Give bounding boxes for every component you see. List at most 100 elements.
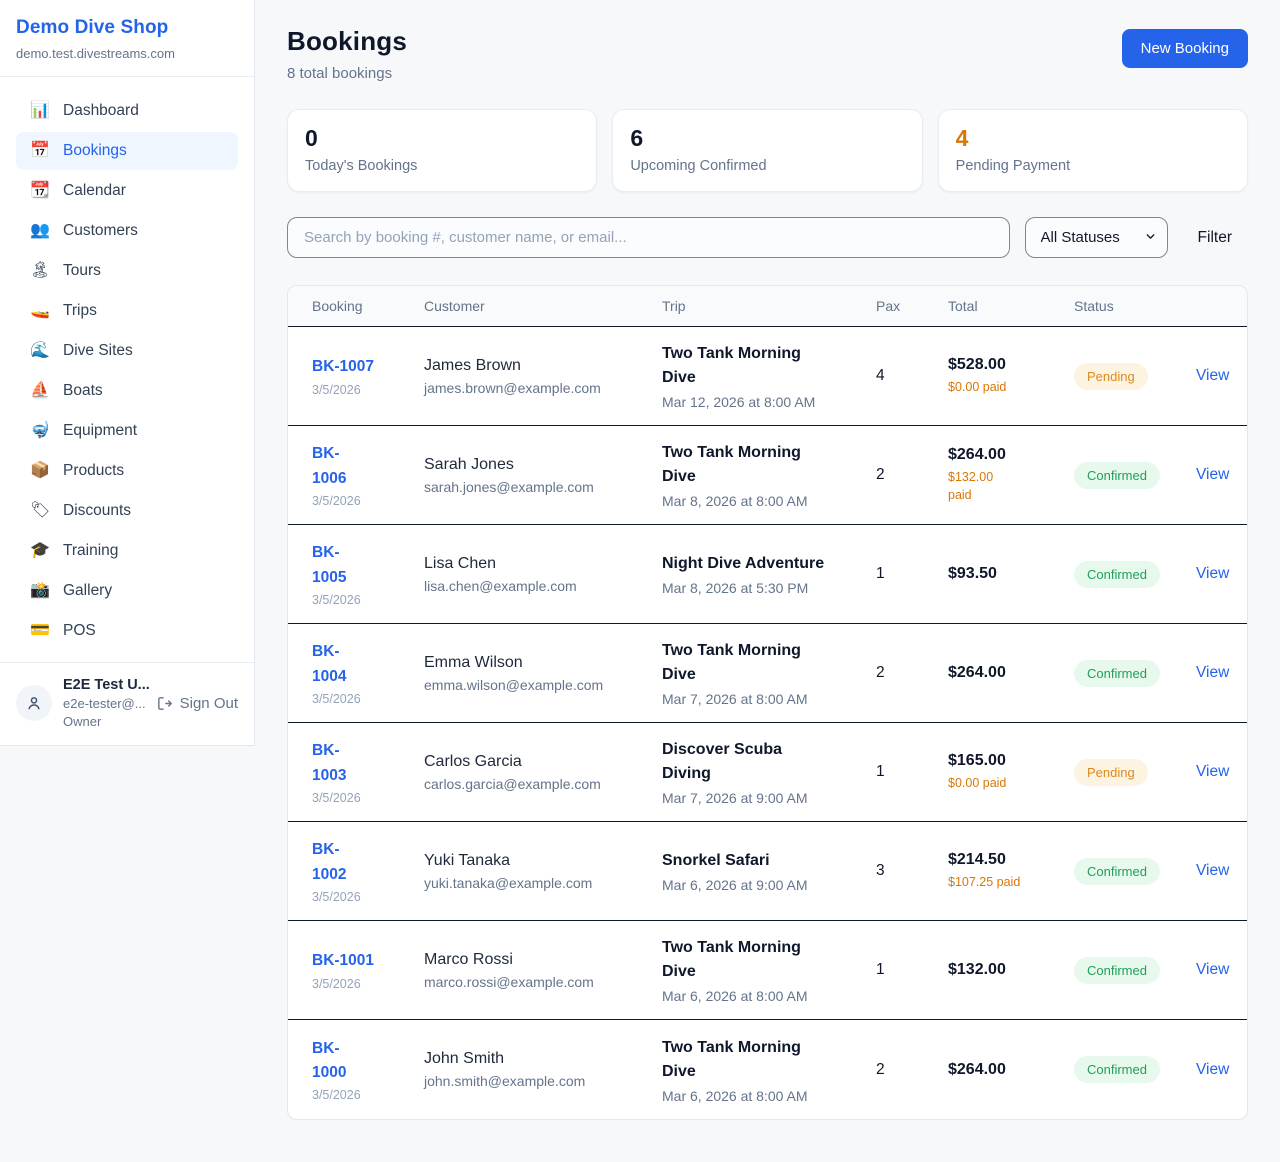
trip-name: Discover Scuba Diving: [662, 741, 783, 782]
package-icon: 📦: [30, 462, 50, 479]
camera-icon: 📸: [30, 582, 50, 599]
main-content: Bookings 8 total bookings New Booking 0 …: [255, 0, 1280, 1150]
booking-date: 3/5/2026: [312, 493, 361, 508]
tours-island-icon: 🏝: [30, 262, 51, 279]
status-filter-select[interactable]: All Statuses: [1024, 217, 1168, 258]
sign-out-label: Sign Out: [179, 694, 238, 712]
user-name: E2E Test U...: [63, 677, 150, 693]
stat-card-pending-payment: 4 Pending Payment: [937, 109, 1248, 192]
customers-icon: 👥: [30, 222, 50, 239]
customer-cell: Sarah Jones sarah.jones@example.com: [424, 456, 662, 495]
booking-id-link[interactable]: BK- 1000: [312, 1039, 347, 1081]
sidebar-item-calendar[interactable]: 📆 Calendar: [16, 172, 238, 210]
pax-cell: 2: [876, 664, 885, 681]
new-booking-button[interactable]: New Booking: [1121, 29, 1248, 68]
status-cell: Confirmed: [1074, 461, 1196, 489]
booking-id-link[interactable]: BK- 1004: [312, 643, 347, 685]
trip-date: Mar 6, 2026 at 8:00 AM: [662, 1087, 808, 1104]
trip-name: Night Dive Adventure: [662, 555, 825, 572]
actions-cell: View: [1196, 1061, 1229, 1079]
view-booking-link[interactable]: View: [1196, 367, 1230, 384]
customer-name: Emma Wilson: [424, 653, 523, 671]
search-input[interactable]: [287, 217, 1010, 258]
view-booking-link[interactable]: View: [1196, 466, 1230, 483]
table-header-row: Booking Customer Trip Pax Total Status: [288, 286, 1247, 327]
sidebar-item-dive-sites[interactable]: 🌊 Dive Sites: [16, 332, 238, 370]
booking-id-link[interactable]: BK- 1002: [312, 841, 347, 883]
customer-email: sarah.jones@example.com: [424, 478, 594, 495]
table-row: BK- 1006 3/5/2026 Sarah Jones sarah.jone…: [288, 426, 1247, 525]
customer-cell: James Brown james.brown@example.com: [424, 357, 662, 396]
sidebar-item-dashboard[interactable]: 📊 Dashboard: [16, 92, 238, 130]
table-row: BK- 1002 3/5/2026 Yuki Tanaka yuki.tanak…: [288, 822, 1247, 921]
customer-cell: Carlos Garcia carlos.garcia@example.com: [424, 753, 662, 792]
total-cell: $93.50: [948, 565, 1074, 583]
sidebar-item-bookings[interactable]: 📅 Bookings: [16, 132, 238, 170]
status-cell: Pending: [1074, 758, 1196, 786]
booking-date: 3/5/2026: [312, 382, 361, 397]
total-bookings-count: 8 total bookings: [287, 65, 393, 82]
booking-id-link[interactable]: BK- 1006: [312, 445, 347, 487]
shop-name: Demo Dive Shop: [16, 17, 169, 38]
actions-cell: View: [1196, 466, 1229, 484]
sidebar-item-boats[interactable]: ⛵ Boats: [16, 372, 238, 410]
sign-out-button[interactable]: Sign Out: [156, 695, 238, 712]
status-badge: Pending: [1074, 758, 1148, 786]
col-header-total: Total: [948, 298, 978, 314]
sidebar-item-training[interactable]: 🎓 Training: [16, 532, 238, 570]
status-badge: Confirmed: [1074, 560, 1160, 588]
status-badge: Confirmed: [1074, 461, 1160, 489]
trip-date: Mar 6, 2026 at 8:00 AM: [662, 988, 808, 1004]
sidebar-nav: 📊 Dashboard 📅 Bookings 📆 Calendar 👥 Cust…: [0, 77, 254, 662]
table-row: BK- 1004 3/5/2026 Emma Wilson emma.wilso…: [288, 624, 1247, 723]
sidebar-item-label: Equipment: [63, 422, 138, 439]
sidebar-item-label: Dashboard: [63, 102, 139, 119]
pax-cell: 4: [876, 367, 885, 384]
trip-name: Two Tank Morning Dive: [662, 642, 801, 683]
filter-button[interactable]: Filter: [1183, 229, 1248, 247]
customer-email: lisa.chen@example.com: [424, 577, 577, 594]
sidebar-item-tours[interactable]: 🏝 Tours: [16, 252, 238, 290]
sidebar-item-pos[interactable]: 💳 POS: [16, 612, 238, 650]
pax-cell: 2: [876, 1060, 885, 1078]
pax-cell: 1: [876, 565, 885, 582]
stat-value: 6: [630, 125, 644, 151]
view-booking-link[interactable]: View: [1196, 961, 1230, 978]
booking-id-link[interactable]: BK-1001: [312, 952, 375, 970]
trip-cell: Two Tank Morning Dive Mar 8, 2026 at 8:0…: [662, 441, 876, 509]
trip-cell: Two Tank Morning Dive Mar 7, 2026 at 8:0…: [662, 639, 876, 707]
total-amount: $165.00: [948, 751, 1006, 769]
pax-cell: 1: [876, 961, 885, 978]
actions-cell: View: [1196, 367, 1229, 385]
credit-card-icon: 💳: [30, 622, 50, 639]
bookings-table: Booking Customer Trip Pax Total Status B…: [287, 285, 1248, 1120]
sidebar-item-customers[interactable]: 👥 Customers: [16, 212, 238, 250]
customer-cell: Yuki Tanaka yuki.tanaka@example.com: [424, 852, 662, 891]
view-booking-link[interactable]: View: [1196, 763, 1230, 780]
booking-date: 3/5/2026: [312, 691, 361, 706]
stat-card-upcoming-confirmed: 6 Upcoming Confirmed: [612, 109, 923, 192]
customer-email: james.brown@example.com: [424, 379, 601, 396]
sidebar-item-trips[interactable]: 🚤 Trips: [16, 292, 238, 330]
customer-name: Marco Rossi: [424, 950, 513, 968]
total-cell: $214.50 $107.25 paid: [948, 851, 1074, 891]
pax-cell: 2: [876, 466, 885, 483]
user-avatar-icon: [28, 697, 40, 710]
sidebar-item-equipment[interactable]: 🤿 Equipment: [16, 412, 238, 450]
customer-cell: Lisa Chen lisa.chen@example.com: [424, 555, 662, 594]
sidebar-item-gallery[interactable]: 📸 Gallery: [16, 572, 238, 610]
booking-id-link[interactable]: BK- 1005: [312, 544, 347, 586]
sidebar-item-label: Tours: [63, 262, 101, 279]
booking-id-link[interactable]: BK- 1003: [312, 742, 347, 784]
sidebar-item-discounts[interactable]: 🏷 Discounts: [16, 492, 238, 530]
status-badge: Confirmed: [1074, 956, 1160, 984]
sidebar-item-products[interactable]: 📦 Products: [16, 452, 238, 490]
view-booking-link[interactable]: View: [1196, 1060, 1230, 1078]
dashboard-icon: 📊: [30, 102, 50, 119]
view-booking-link[interactable]: View: [1196, 862, 1230, 879]
customer-name: Sarah Jones: [424, 455, 514, 473]
wave-icon: 🌊: [30, 342, 50, 359]
view-booking-link[interactable]: View: [1196, 664, 1230, 681]
booking-id-link[interactable]: BK-1007: [312, 358, 375, 376]
view-booking-link[interactable]: View: [1196, 565, 1230, 582]
